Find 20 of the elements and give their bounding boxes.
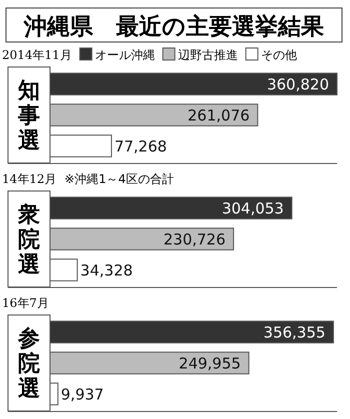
- data-label: 356,355: [263, 324, 326, 342]
- y-tick-label: 衆院選: [17, 202, 40, 278]
- data-label: 249,955: [178, 354, 241, 372]
- data-label: 360,820: [266, 76, 329, 94]
- data-label: 230,726: [163, 230, 226, 248]
- data-label: 34,328: [80, 261, 133, 280]
- data-label: 261,076: [188, 106, 250, 124]
- y-tick-label: 知事選: [17, 78, 40, 154]
- data-label: 9,937: [60, 385, 104, 404]
- chart-title: 沖縄県 最近の主要選挙結果: [23, 13, 324, 40]
- text: ※沖縄1～4区の合計: [64, 172, 174, 186]
- data-label: 77,268: [114, 137, 167, 156]
- chart-subtitle: 14年12月: [2, 172, 57, 186]
- legend-label: 辺野古推進: [178, 48, 238, 62]
- legend-label: その他: [260, 48, 297, 62]
- y-tick-label: 参院選: [17, 326, 40, 402]
- chart-subtitle: 2014年11月: [2, 48, 72, 62]
- chart-subtitle: 16年7月: [2, 296, 49, 310]
- legend-label: オール沖縄: [94, 48, 155, 62]
- data-label: 304,053: [222, 200, 284, 218]
